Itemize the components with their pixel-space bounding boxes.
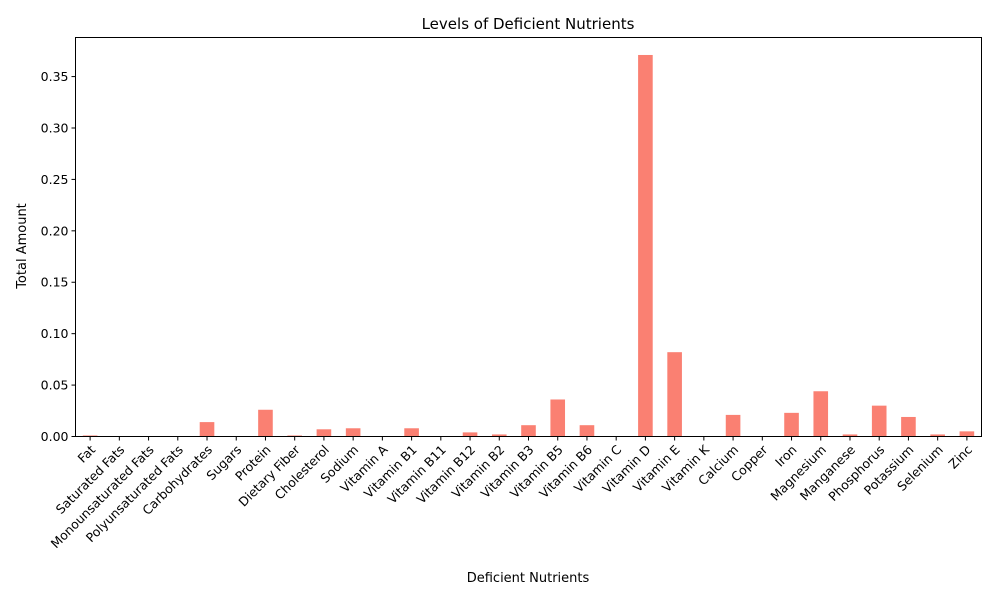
y-axis-ticks: 0.00 0.05 0.10 0.15 0.20 0.25 0.30 0.35	[41, 69, 76, 444]
bar	[784, 412, 799, 437]
y-axis-label: Total Amount	[15, 203, 30, 290]
bars-group	[82, 54, 975, 437]
bar	[345, 428, 361, 437]
x-tick-label: Zinc	[945, 442, 975, 472]
x-axis-label: Deficient Nutrients	[467, 571, 590, 586]
bar	[316, 429, 332, 437]
bar	[725, 414, 741, 437]
x-tick-label: Fat	[74, 442, 98, 466]
bar	[930, 434, 945, 437]
bar	[871, 405, 887, 437]
y-tick-label: 0.35	[41, 69, 69, 84]
bar	[638, 54, 653, 437]
y-tick-label: 0.15	[41, 275, 69, 290]
bar	[667, 352, 682, 437]
bar	[901, 416, 916, 437]
bar	[258, 409, 273, 437]
bar	[82, 435, 98, 437]
bar	[287, 435, 302, 437]
plot-frame	[75, 37, 982, 437]
y-tick-label: 0.10	[41, 326, 69, 341]
bar	[491, 434, 507, 437]
bar	[579, 425, 595, 437]
y-tick-label: 0.25	[41, 172, 69, 187]
chart-title: Levels of Deficient Nutrients	[422, 15, 635, 33]
y-tick-label: 0.30	[41, 120, 69, 135]
bar	[550, 399, 566, 437]
bar	[813, 391, 829, 437]
bar	[521, 425, 536, 437]
bar	[959, 431, 975, 437]
y-tick-label: 0.20	[41, 223, 69, 238]
y-tick-label: 0.00	[41, 429, 69, 444]
bar	[404, 428, 419, 437]
y-tick-label: 0.05	[41, 378, 69, 393]
bar	[462, 432, 478, 437]
bar	[842, 434, 858, 437]
bar	[199, 422, 215, 437]
